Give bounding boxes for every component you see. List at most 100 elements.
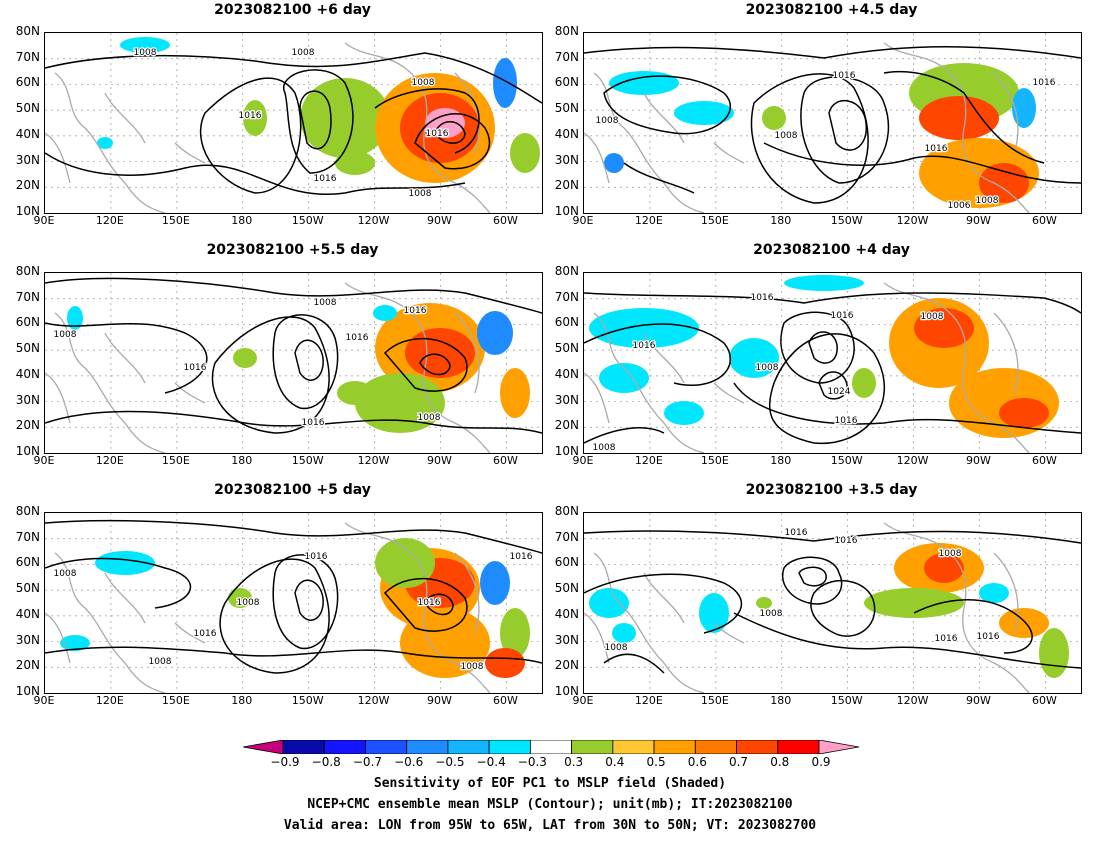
colorbar-segment (571, 740, 614, 754)
lon-tick-label: 120E (634, 454, 663, 467)
coastline (584, 132, 610, 184)
map-panel-plus6day: 2023082100 +6 day 1008 1008 1008 1016 1016 101… (16, 2, 543, 252)
coastline (104, 92, 146, 144)
lon-tick-label: 60W (492, 214, 518, 227)
lon-tick-label: 60W (1031, 454, 1057, 467)
contour-label: 1008 (237, 598, 260, 608)
contour-label: 1016 (935, 634, 958, 644)
lon-tick-label: 150E (161, 694, 190, 707)
sensitivity-shade (604, 153, 624, 173)
contour-label: 1016 (305, 552, 328, 562)
coastline (344, 42, 491, 213)
lat-tick-label: 40N (15, 366, 40, 381)
contour-label: 1016 (314, 174, 337, 184)
map-area: 1016 1016 1008 1008 1016 1016 1008 (583, 512, 1082, 694)
coastline (45, 132, 71, 184)
lon-tick-label: 150E (700, 694, 729, 707)
lon-tick-label: 120W (896, 694, 929, 707)
sensitivity-shade (400, 608, 490, 678)
colorbar-tick-label: −0.6 (394, 755, 424, 769)
lon-tick-label: 60W (1031, 214, 1057, 227)
lon-tick-label: 150W (830, 694, 863, 707)
map-panel-plus5-5day: 2023082100 +5.5 day 1008 1008 1016 1016 1016 1… (16, 242, 543, 492)
contour-label: 1024 (828, 387, 851, 397)
sensitivity-shade (228, 588, 252, 608)
contour-label: 1016 (426, 129, 449, 139)
mslp-contour (45, 519, 542, 554)
lat-tick-label: 10N (15, 444, 40, 458)
lat-tick-label: 70N (554, 529, 579, 544)
coastline (454, 552, 480, 634)
panel-title: 2023082100 +5 day (214, 482, 371, 498)
coastline (593, 72, 705, 213)
sensitivity-shade (919, 96, 999, 140)
contour-label: 1008 (593, 443, 616, 453)
coastline (344, 282, 491, 453)
lon-tick-label: 120E (95, 214, 124, 227)
mslp-contour (584, 427, 665, 444)
sensitivity-shade (405, 328, 475, 378)
map-area: 1008 1008 1008 1016 1016 1016 1008 (44, 32, 543, 214)
contour-label: 1016 (977, 632, 1000, 642)
map-area: 1008 1008 1016 1016 1016 1016 1008 (44, 272, 543, 454)
sensitivity-shade (375, 538, 435, 588)
contour-label: 1016 (785, 528, 808, 538)
mslp-contour (45, 277, 542, 314)
map-panel-plus5day: 2023082100 +5 day 1008 1016 1008 1016 1008 101… (16, 482, 543, 732)
lat-tick-label: 40N (15, 126, 40, 141)
contour-label: 1008 (921, 312, 944, 322)
mslp-contour (299, 90, 332, 150)
map-canvas: 1008 1016 1008 1016 1008 1016 1016 1008 (45, 513, 542, 693)
contour-label: 1016 (510, 552, 533, 562)
lat-tick-label: 60N (554, 75, 579, 90)
lat-tick-label: 40N (554, 366, 579, 381)
lat-tick-label: 80N (554, 24, 579, 38)
lat-tick-label: 70N (15, 529, 40, 544)
lat-tick-label: 80N (554, 264, 579, 278)
lon-tick-label: 150W (291, 694, 324, 707)
mslp-contour (199, 77, 302, 194)
map-area: 1008 1016 1016 1016 1008 1024 1016 1008 (583, 272, 1082, 454)
sensitivity-shade (756, 597, 772, 609)
mslp-contour (733, 612, 1081, 669)
contour-label: 1008 (134, 48, 157, 58)
coastline (713, 142, 745, 164)
colorbar-segment (282, 740, 325, 754)
lat-tick-label: 40N (554, 606, 579, 621)
sensitivity-shade (589, 308, 699, 348)
colorbar-segment (736, 740, 779, 754)
contour-label: 1016 (418, 598, 441, 608)
mslp-contour (45, 322, 208, 394)
contour-label: 1008 (760, 609, 783, 619)
lat-tick-label: 60N (554, 555, 579, 570)
mslp-contour (584, 292, 1081, 314)
contour-label: 1008 (418, 413, 441, 423)
sensitivity-shade (300, 78, 390, 158)
coastline (174, 382, 206, 404)
lat-tick-label: 20N (554, 418, 579, 433)
lat-tick-label: 80N (15, 24, 40, 38)
contour-label: 1008 (314, 298, 337, 308)
sensitivity-shade (480, 561, 510, 605)
sensitivity-shade (674, 101, 734, 125)
lat-tick-label: 10N (15, 204, 40, 218)
mslp-contour (272, 554, 339, 650)
lat-tick-label: 60N (15, 315, 40, 330)
map-canvas: 1008 1008 1008 1016 1016 1016 1008 (45, 33, 542, 213)
sensitivity-shade (233, 348, 257, 368)
map-canvas: 1016 1016 1008 1008 1016 1008 1006 (584, 33, 1081, 213)
lat-tick-label: 30N (554, 152, 579, 167)
lat-tick-label: 70N (15, 49, 40, 64)
lon-tick-label: 90W (966, 694, 991, 707)
lat-tick-label: 30N (15, 632, 40, 647)
contour-label: 1008 (461, 662, 484, 672)
lat-tick-label: 10N (554, 684, 579, 698)
coastline (993, 552, 1019, 634)
sensitivity-shade (924, 553, 964, 583)
lon-tick-label: 120E (95, 694, 124, 707)
mslp-contour (810, 579, 876, 637)
contour-label: 1008 (939, 549, 962, 559)
mslp-contour (750, 73, 869, 204)
colorbar-segment (529, 740, 573, 754)
sensitivity-shade (97, 137, 113, 149)
